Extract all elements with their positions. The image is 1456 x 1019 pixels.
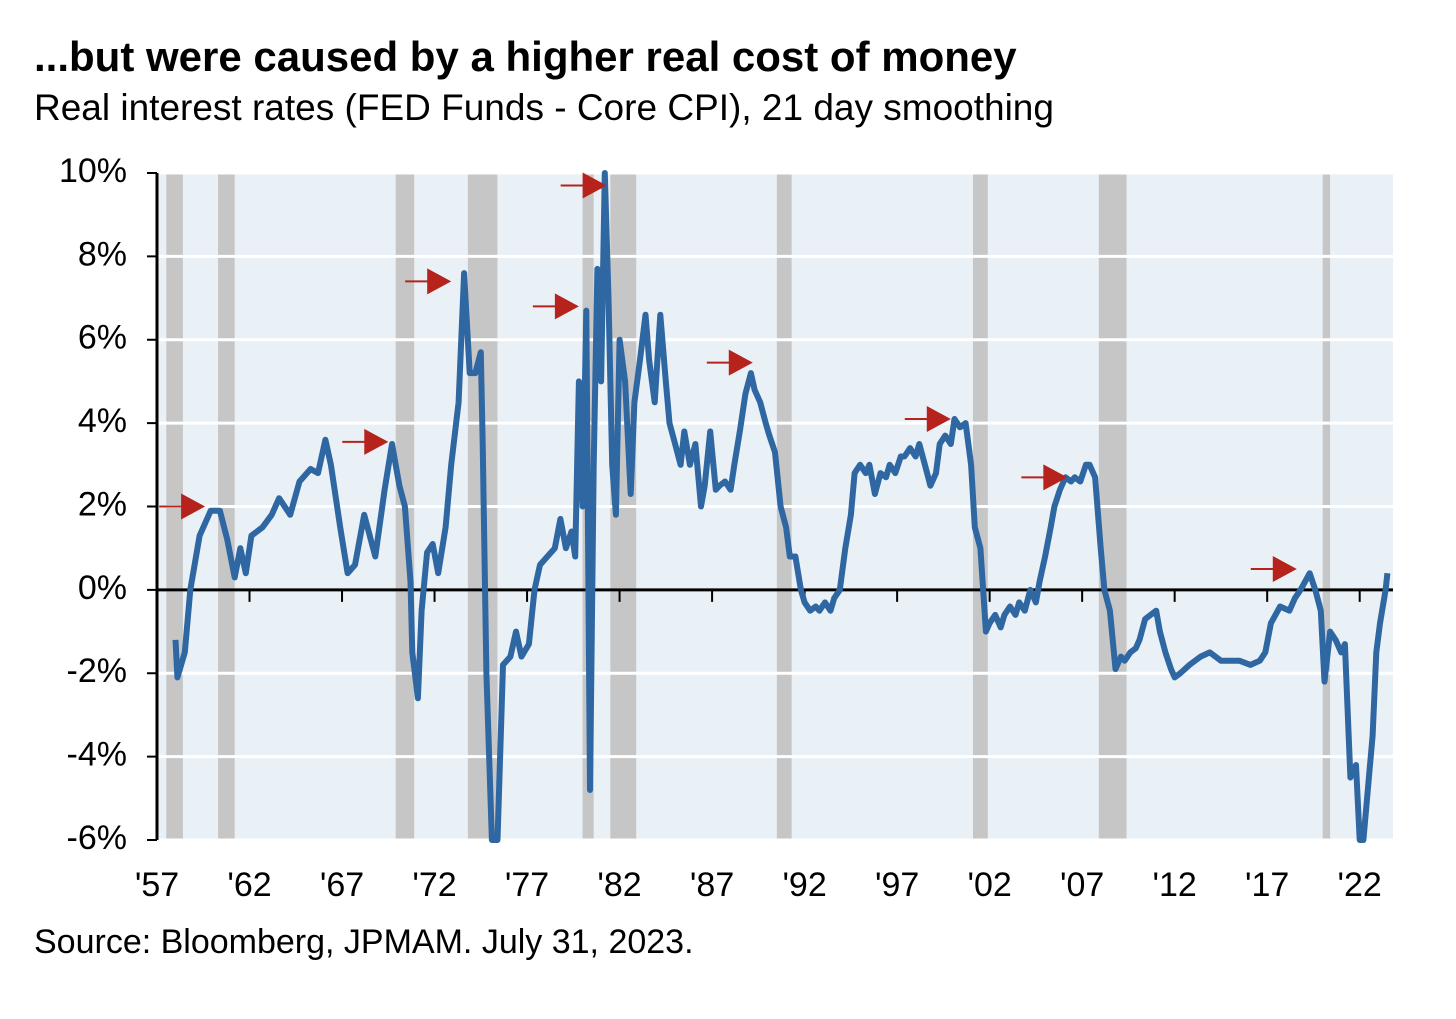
arrow bbox=[1021, 464, 1068, 491]
y-tick-label: 8% bbox=[78, 235, 127, 273]
y-tick-label: -4% bbox=[67, 736, 127, 774]
source-note: Source: Bloomberg, JPMAM. July 31, 2023. bbox=[34, 923, 694, 961]
chart-title: ...but were caused by a higher real cost… bbox=[34, 33, 1017, 80]
arrow bbox=[159, 493, 206, 520]
y-tick-label: 2% bbox=[78, 485, 127, 523]
y-tick-label: 4% bbox=[78, 402, 127, 440]
x-tick-label: '72 bbox=[412, 866, 456, 904]
x-tick-label: '22 bbox=[1338, 866, 1382, 904]
x-tick-label: '67 bbox=[320, 866, 364, 904]
x-tick-label: '07 bbox=[1060, 866, 1104, 904]
arrow bbox=[560, 172, 607, 199]
y-tick-label: 10% bbox=[59, 152, 127, 190]
arrow bbox=[532, 293, 579, 320]
x-tick-label: '97 bbox=[875, 866, 919, 904]
y-tick-label: 0% bbox=[78, 569, 127, 607]
x-tick-label: '57 bbox=[135, 866, 179, 904]
arrow bbox=[904, 405, 951, 432]
data-line bbox=[172, 170, 1391, 843]
x-tick-label: '87 bbox=[690, 866, 734, 904]
y-tick-label: -6% bbox=[67, 819, 127, 857]
x-tick-label: '92 bbox=[782, 866, 826, 904]
x-tick-label: '12 bbox=[1153, 866, 1197, 904]
arrow bbox=[342, 428, 389, 455]
arrow bbox=[1250, 556, 1297, 583]
y-tick-label: -2% bbox=[67, 652, 127, 690]
x-tick-label: '77 bbox=[505, 866, 549, 904]
x-tick-label: '02 bbox=[967, 866, 1011, 904]
chart-subtitle: Real interest rates (FED Funds - Core CP… bbox=[34, 87, 1054, 128]
x-tick-label: '17 bbox=[1245, 866, 1289, 904]
arrow bbox=[405, 268, 452, 295]
x-tick-label: '62 bbox=[227, 866, 271, 904]
y-tick-label: 6% bbox=[78, 319, 127, 357]
arrow bbox=[706, 349, 753, 376]
x-tick-label: '82 bbox=[597, 866, 641, 904]
